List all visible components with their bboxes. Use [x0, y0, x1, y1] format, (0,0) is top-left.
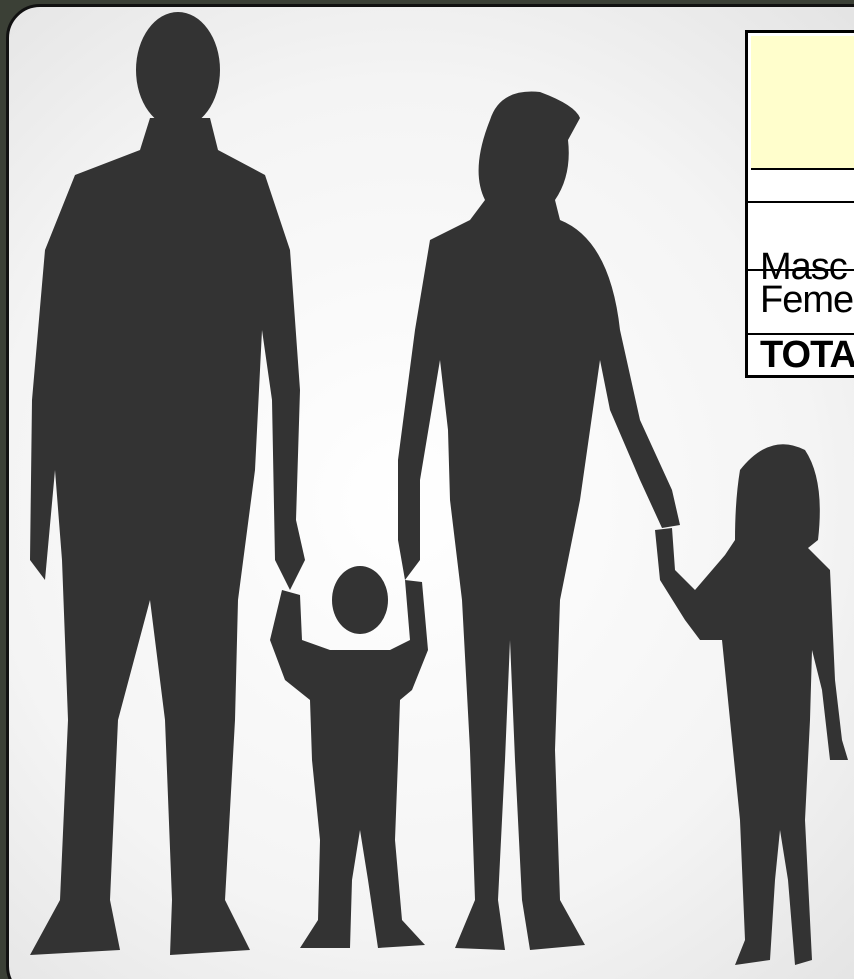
boy-head [332, 566, 388, 634]
table-header [751, 36, 854, 170]
data-table: Masc Feme TOTA [745, 30, 854, 378]
slide: Masc Feme TOTA [0, 0, 854, 979]
page: Masc Feme TOTA (() => { const data = JSO… [0, 0, 854, 979]
girl [655, 444, 848, 965]
father-head [136, 12, 220, 128]
mother [398, 92, 680, 950]
father-body [30, 118, 305, 955]
table-row: Feme [748, 269, 854, 329]
boy-body [270, 580, 428, 948]
table-row: TOTA [748, 333, 854, 375]
family-silhouette [0, 0, 854, 979]
row-label: Feme [760, 279, 853, 322]
row-label: TOTA [760, 334, 854, 377]
